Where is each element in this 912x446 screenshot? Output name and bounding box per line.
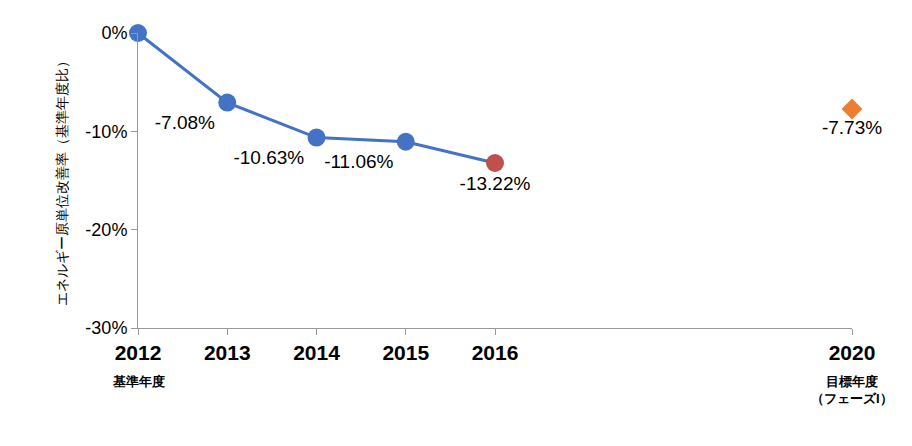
svg-text:-20%: -20% — [85, 220, 127, 240]
svg-text:2014: 2014 — [293, 341, 340, 364]
svg-text:-11.06%: -11.06% — [324, 151, 393, 172]
svg-text:0%: 0% — [101, 23, 127, 43]
svg-text:2012: 2012 — [115, 341, 162, 364]
svg-text:目標年度（フェーズI）: 目標年度（フェーズI） — [811, 374, 893, 406]
svg-text:-10%: -10% — [85, 122, 127, 142]
svg-text:2020: 2020 — [829, 341, 876, 364]
svg-text:-13.22%: -13.22% — [460, 173, 531, 194]
svg-text:-7.73%: -7.73% — [822, 117, 882, 138]
svg-text:-10.63%: -10.63% — [233, 147, 304, 168]
svg-text:エネルギー原単位改善率（基準年度比）: エネルギー原単位改善率（基準年度比） — [54, 55, 70, 307]
svg-text:基準年度: 基準年度 — [112, 374, 165, 389]
svg-text:2016: 2016 — [472, 341, 519, 364]
svg-text:2015: 2015 — [382, 341, 429, 364]
svg-text:-7.08%: -7.08% — [155, 112, 215, 133]
svg-text:-30%: -30% — [85, 318, 127, 338]
svg-text:2013: 2013 — [204, 341, 251, 364]
